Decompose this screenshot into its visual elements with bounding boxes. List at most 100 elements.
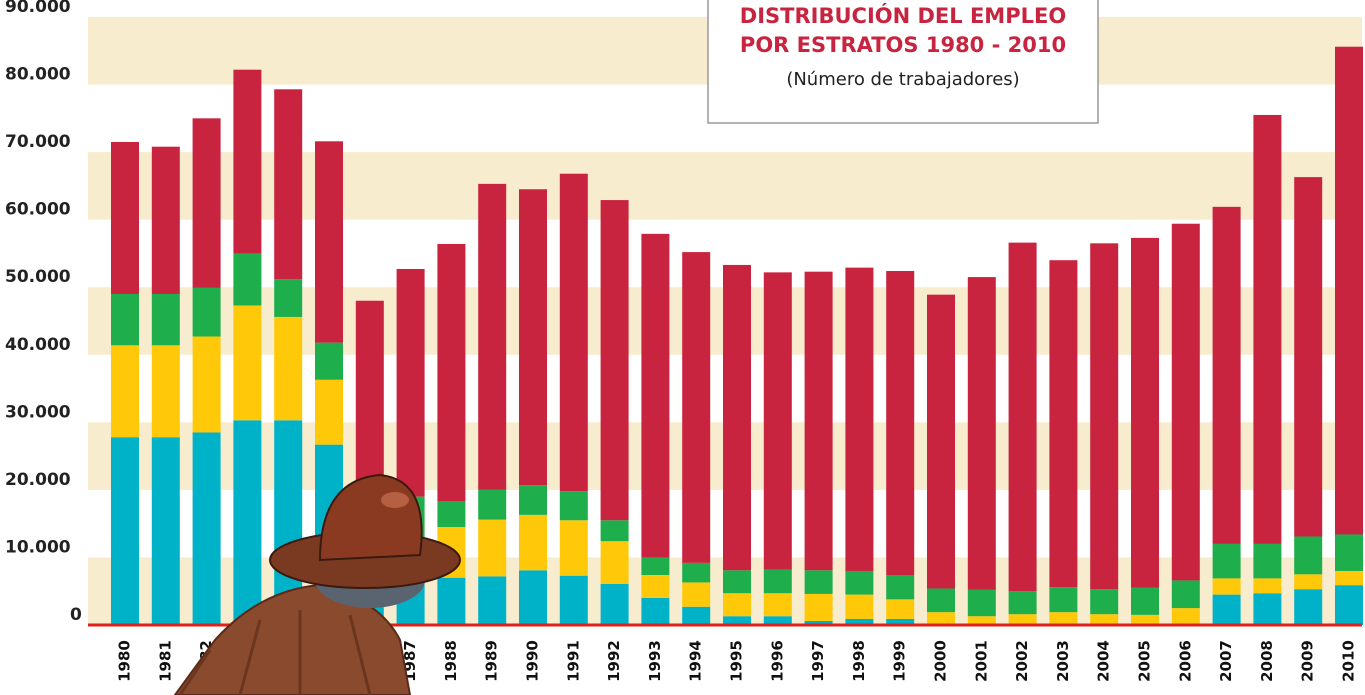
bar-segment [967,589,996,617]
x-tick-label: 1990 [524,640,542,682]
bar-segment [967,616,996,625]
bar-segment [192,287,221,337]
bar-segment [723,264,751,571]
bar-segment [1131,614,1159,625]
bar-segment [151,345,180,438]
bar-segment [192,336,221,433]
plot-area: 0 10.000 20.000 30.000 40.000 50.000 60.000 70.… [5,0,1363,682]
bar-segment [682,606,711,625]
bar-segment [1090,243,1119,590]
x-tick-label: 1992 [605,640,623,682]
bar-segment [682,252,711,563]
bar-segment [1212,206,1241,544]
bar-segment [274,279,303,317]
bar-segment [845,594,874,619]
bar-segment [600,583,629,625]
y-tick-label: 50.000 [5,267,71,287]
bar-segment [111,293,139,346]
bar-segment [233,420,262,625]
y-tick-label: 60.000 [5,200,71,220]
chart-subtitle: (Número de trabajadores) [786,69,1019,90]
bar-segment [1335,585,1363,625]
bar-segment [355,300,384,507]
bar-segment [274,316,303,421]
bar-segment [437,243,466,502]
bar-segment [1253,593,1282,625]
bar-segment [927,612,955,625]
bar-segment [682,562,711,583]
bar-segment [600,200,629,521]
bar-segment [1090,589,1119,615]
bar-segment [233,305,262,421]
bar-segment [1171,223,1200,581]
bar-segment [559,575,588,625]
y-tick-label: 20.000 [5,470,71,490]
bar-segment [1212,543,1241,579]
bar-segment [723,570,751,594]
bar-segment [1294,574,1323,590]
y-tick-label: 40.000 [5,335,71,355]
bar-segment [641,557,670,576]
bar-segment [315,342,343,380]
bar-segment [1008,614,1037,625]
y-tick-label: 70.000 [5,132,71,152]
title-box: DISTRIBUCIÓN DEL EMPLEO POR ESTRATOS 198… [707,0,1099,124]
y-tick-label: 10.000 [5,537,71,557]
bar-segment [804,271,833,571]
bar-segment [763,272,792,570]
bar-segment [927,294,955,589]
bar-segment [723,593,751,617]
x-tick-label: 1996 [768,640,786,682]
bar-segment [233,253,262,306]
bar-segment [927,588,955,613]
bar-segment [641,597,670,625]
bar-segment [804,620,833,625]
bar-segment [437,577,466,625]
x-tick-label: 2007 [1217,640,1235,682]
bar-segment [111,437,139,625]
bar-segment [845,570,874,595]
bar-segment [967,277,996,590]
bar-segment [519,514,547,571]
bar-segment [1253,543,1282,579]
bar-segment [274,89,303,280]
y-tick-label: 30.000 [5,402,71,422]
x-tick-label: 1999 [891,640,909,682]
bar-segment [763,569,792,594]
x-tick-label: 2009 [1299,640,1317,682]
chart-title: DISTRIBUCIÓN DEL EMPLEO [740,3,1066,28]
bar-segment [151,437,180,625]
x-tick-label: 2004 [1095,640,1113,682]
x-tick-label: 1997 [809,640,827,682]
bar-segment [886,575,915,600]
bar-segment [886,271,915,576]
bar-segment [519,485,547,515]
bar-segment [1049,260,1078,588]
x-tick-label: 2006 [1176,640,1194,682]
bar-segment [478,183,507,490]
bar-segment [559,173,588,492]
bar-segment [1212,578,1241,595]
bar-segment [886,599,915,619]
bar-segment [1008,591,1037,615]
bar-segment [111,345,139,438]
x-tick-label: 1993 [646,640,664,682]
x-tick-label: 1991 [564,640,582,682]
bar-segment [478,519,507,577]
bar-segment [478,576,507,625]
bar-segment [1335,46,1363,535]
bar-segment [519,570,547,625]
bar-segment [1253,114,1282,544]
x-tick-label: 2005 [1136,640,1154,682]
x-tick-label: 2000 [932,640,950,682]
bar-segment [559,520,588,576]
bar-segment [763,616,792,625]
x-tick-label: 2001 [972,640,990,682]
bar-segment [1212,594,1241,625]
bar-segment [233,69,262,254]
bar-segment [600,520,629,542]
bar-segment [723,616,751,625]
bar-segment [804,593,833,621]
bar-segment [437,501,466,528]
